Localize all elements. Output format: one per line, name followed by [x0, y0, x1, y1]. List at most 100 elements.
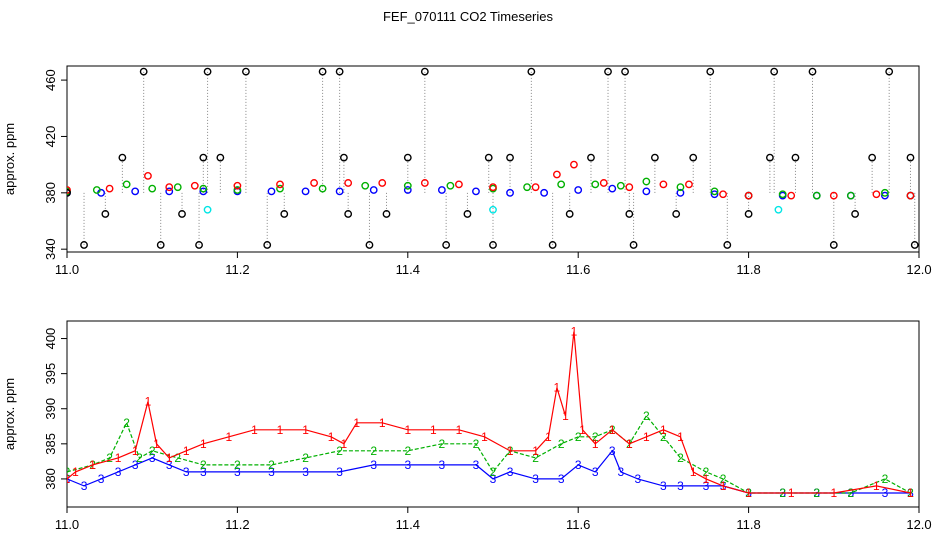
- point-green: [676, 183, 685, 192]
- marker-1: 1: [677, 430, 684, 444]
- marker-3: 3: [507, 465, 514, 479]
- line-series-1: [67, 331, 911, 494]
- point-red: [310, 179, 318, 187]
- marker-1: 1: [353, 416, 360, 430]
- point-black: [625, 210, 634, 218]
- point-black: [335, 67, 344, 76]
- marker-1: 1: [571, 325, 578, 339]
- point-blue: [642, 187, 651, 196]
- point-blue: [710, 190, 719, 199]
- point-red: [787, 191, 796, 200]
- marker-2: 2: [106, 451, 113, 465]
- marker-1: 1: [690, 465, 697, 479]
- point-blue: [574, 186, 583, 194]
- point-black: [672, 210, 681, 218]
- point-green: [523, 183, 531, 192]
- point-cyan: [489, 205, 497, 214]
- y-tick-label: 460: [43, 69, 58, 91]
- point-green: [446, 181, 455, 190]
- point-blue: [608, 184, 617, 193]
- point-green: [642, 177, 651, 186]
- marker-2: 2: [473, 437, 480, 451]
- marker-3: 3: [64, 472, 71, 486]
- marker-3: 3: [439, 458, 446, 472]
- marker-2: 2: [558, 437, 565, 451]
- marker-1: 1: [579, 423, 586, 437]
- point-red: [744, 191, 753, 200]
- marker-1: 1: [166, 451, 173, 465]
- point-black: [420, 67, 429, 76]
- marker-3: 3: [302, 465, 309, 479]
- marker-1: 1: [277, 423, 284, 437]
- bottom-panel: 11.0 11.2 11.4 11.6 11.8 12.0 380 385 390 395 400 a…: [2, 320, 932, 532]
- marker-2: 2: [336, 444, 343, 458]
- marker-2: 2: [404, 444, 411, 458]
- marker-1: 1: [72, 465, 79, 479]
- marker-1: 1: [554, 381, 561, 395]
- point-green: [778, 190, 787, 199]
- marker-1: 1: [153, 437, 160, 451]
- marker-2: 2: [64, 465, 71, 479]
- point-green: [276, 184, 284, 193]
- marker-3: 3: [617, 465, 624, 479]
- point-black: [263, 241, 272, 249]
- marker-3: 3: [592, 465, 599, 479]
- marker-1: 1: [200, 437, 207, 451]
- point-green: [318, 184, 327, 193]
- point-red: [685, 180, 693, 189]
- point-green: [173, 183, 182, 192]
- point-green: [148, 184, 157, 193]
- marker-1: 1: [145, 395, 152, 409]
- point-black: [723, 241, 732, 249]
- marker-3: 3: [660, 479, 667, 493]
- point-red: [531, 183, 540, 192]
- marker-2: 2: [136, 451, 143, 465]
- marker-3: 3: [404, 458, 411, 472]
- marker-3: 3: [473, 458, 480, 472]
- marker-2: 2: [370, 444, 377, 458]
- point-blue: [881, 191, 889, 200]
- point-green: [403, 181, 412, 190]
- point-green: [616, 181, 625, 190]
- marker-2: 2: [200, 458, 207, 472]
- point-blue: [369, 186, 378, 194]
- marker-1: 1: [873, 479, 880, 493]
- y-axis-label: approx. ppm: [2, 123, 17, 195]
- point-red: [872, 190, 881, 199]
- marker-2: 2: [302, 451, 309, 465]
- point-black: [101, 210, 110, 218]
- point-green: [710, 187, 719, 196]
- point-black: [382, 210, 391, 218]
- x-tick-label: 11.0: [55, 517, 79, 532]
- y-tick-label: 400: [43, 328, 58, 350]
- marker-1: 1: [341, 437, 348, 451]
- x-tick-label: 11.8: [736, 262, 760, 277]
- y-tick-label: 390: [43, 398, 58, 420]
- marker-1: 1: [89, 458, 96, 472]
- marker-1: 1: [404, 423, 411, 437]
- marker-2: 2: [123, 416, 130, 430]
- point-black: [344, 210, 353, 218]
- marker-3: 3: [166, 458, 173, 472]
- point-green: [812, 191, 821, 200]
- marker-3: 3: [703, 479, 710, 493]
- point-black: [650, 153, 659, 162]
- point-red: [378, 179, 387, 187]
- point-green: [846, 191, 855, 200]
- point-black: [829, 241, 838, 249]
- point-black: [868, 153, 877, 162]
- plot-frame: [66, 320, 920, 508]
- marker-2: 2: [490, 465, 497, 479]
- point-black: [403, 153, 412, 162]
- point-black: [280, 210, 289, 218]
- marker-2: 2: [907, 486, 914, 500]
- point-blue: [301, 187, 310, 196]
- marker-2: 2: [268, 458, 275, 472]
- point-black: [484, 153, 493, 162]
- top-panel: 11.0 11.2 11.4 11.6 11.8 12.0 340 380 420 460 appr…: [2, 65, 932, 277]
- x-tick-label: 11.2: [225, 262, 249, 277]
- point-blue: [472, 187, 480, 196]
- marker-2: 2: [847, 486, 854, 500]
